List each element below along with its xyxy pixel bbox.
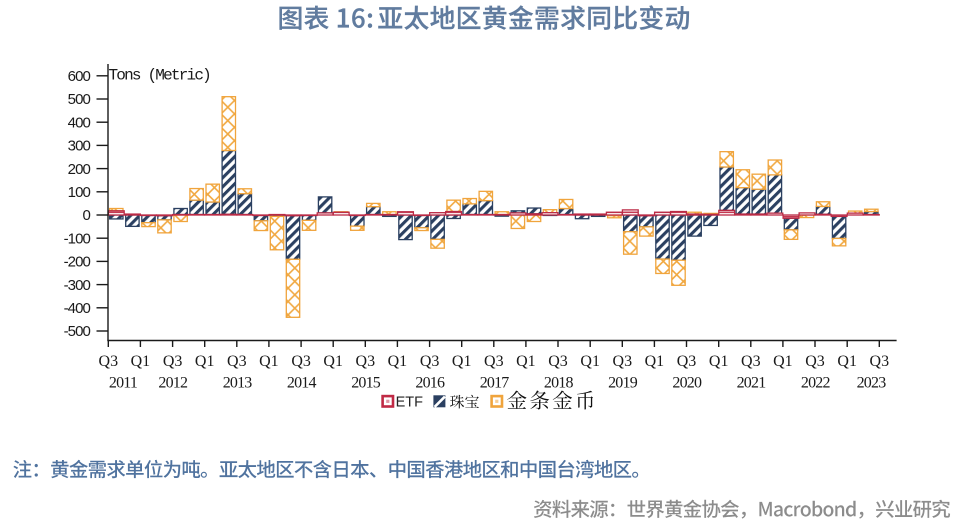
svg-text:2016: 2016 [415,375,445,392]
svg-text:Q1: Q1 [837,353,857,370]
svg-text:100: 100 [68,184,91,201]
svg-text:2021: 2021 [737,375,767,392]
svg-text:Q1: Q1 [195,353,215,370]
svg-text:Q3: Q3 [420,353,440,370]
svg-text:-400: -400 [64,300,91,317]
svg-text:Q1: Q1 [131,353,151,370]
svg-text:500: 500 [68,91,91,108]
svg-text:2013: 2013 [223,375,253,392]
svg-text:Q3: Q3 [741,353,761,370]
svg-text:Q3: Q3 [99,353,119,370]
svg-text:Q1: Q1 [388,353,408,370]
svg-text:2023: 2023 [857,375,887,392]
svg-text:Q3: Q3 [163,353,183,370]
svg-text:Q3: Q3 [870,353,890,370]
svg-text:2019: 2019 [608,375,638,392]
svg-text:Q1: Q1 [773,353,793,370]
svg-text:Q1: Q1 [516,353,536,370]
svg-text:Q3: Q3 [227,353,247,370]
svg-text:2012: 2012 [158,375,188,392]
svg-text:Q1: Q1 [709,353,729,370]
svg-text:Q3: Q3 [613,353,633,370]
svg-text:300: 300 [68,138,91,155]
svg-text:Q3: Q3 [291,353,311,370]
svg-text:600: 600 [68,68,91,85]
svg-text:2011: 2011 [109,375,138,392]
svg-text:400: 400 [68,114,91,131]
svg-text:Q3: Q3 [677,353,697,370]
svg-text:Q3: Q3 [548,353,568,370]
svg-text:2014: 2014 [287,375,317,392]
svg-text:0: 0 [83,207,91,224]
svg-text:ETF: ETF [396,394,424,410]
svg-text:2018: 2018 [544,375,574,392]
svg-text:Q1: Q1 [259,353,279,370]
svg-text:-500: -500 [64,323,91,340]
svg-text:2020: 2020 [672,375,702,392]
svg-text:Q3: Q3 [484,353,504,370]
svg-text:2017: 2017 [480,375,510,392]
svg-text:Q1: Q1 [452,353,472,370]
svg-text:-100: -100 [64,230,91,247]
svg-text:2022: 2022 [801,375,831,392]
svg-text:-200: -200 [64,254,91,271]
svg-text:Q1: Q1 [580,353,600,370]
svg-text:Q3: Q3 [805,353,825,370]
svg-text:Q1: Q1 [323,353,343,370]
svg-text:200: 200 [68,161,91,178]
svg-text:Q1: Q1 [645,353,665,370]
svg-text:Q3: Q3 [356,353,376,370]
svg-text:-300: -300 [64,277,91,294]
svg-text:2015: 2015 [351,375,381,392]
svg-text:Tons (Metric): Tons (Metric) [109,67,210,85]
